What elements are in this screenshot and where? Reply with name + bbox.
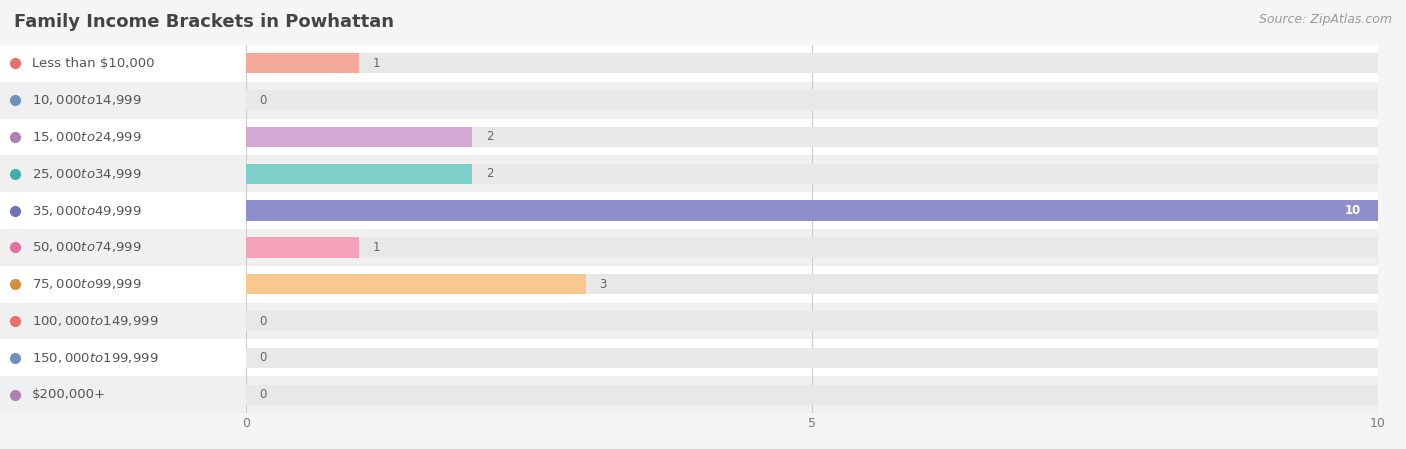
Bar (246, 155, 1378, 192)
Bar (0, 82, 246, 119)
Bar (246, 45, 1378, 82)
Text: Less than $10,000: Less than $10,000 (32, 57, 155, 70)
Bar (246, 266, 1378, 303)
Bar (0, 376, 246, 413)
Text: 0: 0 (260, 388, 267, 401)
Bar (0, 45, 246, 82)
Text: Family Income Brackets in Powhattan: Family Income Brackets in Powhattan (14, 13, 394, 31)
Bar (246, 384, 1378, 405)
Bar (246, 163, 472, 184)
Text: $75,000 to $99,999: $75,000 to $99,999 (32, 277, 142, 291)
Bar (0, 155, 246, 192)
Text: 2: 2 (486, 131, 494, 143)
Bar (0, 119, 246, 155)
Bar (246, 200, 1378, 221)
Text: $35,000 to $49,999: $35,000 to $49,999 (32, 203, 142, 218)
Bar (246, 192, 1378, 229)
Text: 0: 0 (260, 94, 267, 106)
Text: 3: 3 (599, 278, 606, 291)
Bar (0, 339, 246, 376)
Bar (246, 127, 1378, 147)
Bar (0, 303, 246, 339)
Text: $50,000 to $74,999: $50,000 to $74,999 (32, 240, 142, 255)
Bar (0, 192, 246, 229)
Bar (246, 339, 1378, 376)
Bar (0, 229, 246, 266)
Text: $100,000 to $149,999: $100,000 to $149,999 (32, 314, 159, 328)
Bar (246, 229, 1378, 266)
Bar (246, 82, 1378, 119)
Bar (246, 127, 472, 147)
Bar (246, 348, 1378, 368)
Text: 2: 2 (486, 167, 494, 180)
Text: 1: 1 (373, 57, 380, 70)
Bar (0, 266, 246, 303)
Text: 1: 1 (373, 241, 380, 254)
Text: 10: 10 (1344, 204, 1361, 217)
Bar (246, 90, 1378, 110)
Text: $15,000 to $24,999: $15,000 to $24,999 (32, 130, 142, 144)
Text: $200,000+: $200,000+ (32, 388, 105, 401)
Text: $25,000 to $34,999: $25,000 to $34,999 (32, 167, 142, 181)
Bar (246, 303, 1378, 339)
Bar (246, 119, 1378, 155)
Text: $10,000 to $14,999: $10,000 to $14,999 (32, 93, 142, 107)
Text: 0: 0 (260, 352, 267, 364)
Text: 0: 0 (260, 315, 267, 327)
Bar (246, 163, 1378, 184)
Bar (246, 376, 1378, 413)
Bar (246, 274, 1378, 295)
Bar (246, 311, 1378, 331)
Text: Source: ZipAtlas.com: Source: ZipAtlas.com (1258, 13, 1392, 26)
Text: $150,000 to $199,999: $150,000 to $199,999 (32, 351, 159, 365)
Bar (246, 237, 359, 258)
Bar (246, 53, 359, 74)
Bar (246, 53, 1378, 74)
Bar (246, 274, 585, 295)
Bar (246, 200, 1378, 221)
Bar (246, 237, 1378, 258)
